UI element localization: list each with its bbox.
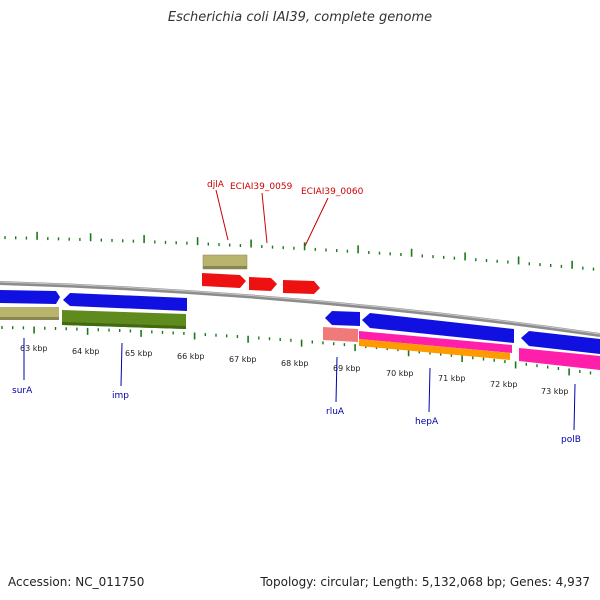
gene-blue-arrow-polB[interactable] [521, 331, 600, 354]
leader-line [573, 383, 576, 431]
scale-label: 66 kbp [177, 352, 205, 361]
scale-label: 69 kbp [333, 364, 361, 373]
top-tick-row [4, 231, 595, 271]
gene-label-ECIAI39_0059[interactable]: ECIAI39_0059 [230, 182, 293, 192]
scale-label: 65 kbp [125, 349, 153, 358]
accession-label: Accession: NC_011750 [8, 575, 145, 589]
leader-line [304, 197, 329, 247]
genome-backbone [0, 281, 600, 337]
bottom-gene-labels: surA imp rluA hepA polB [12, 338, 581, 445]
gene-label-surA[interactable]: surA [12, 386, 33, 396]
gene-red-arrow-2[interactable] [249, 277, 277, 291]
gene-blue-arrow-rluA[interactable] [325, 311, 360, 326]
gene-red-arrow-3[interactable] [283, 280, 320, 294]
gene-label-rluA[interactable]: rluA [326, 407, 345, 417]
gene-blue-arrow-left-2[interactable] [63, 293, 187, 311]
scale-label: 73 kbp [541, 387, 569, 396]
gene-blue-arrow-hepA[interactable] [362, 313, 514, 343]
gene-orange-bar[interactable] [359, 339, 510, 360]
scale-label: 67 kbp [229, 355, 257, 364]
gene-pink-bar[interactable] [359, 331, 512, 353]
genome-backbone-highlight [0, 281, 600, 335]
map-title: Escherichia coli IAI39, complete genome [167, 10, 433, 25]
gene-label-ECIAI39_0060[interactable]: ECIAI39_0060 [301, 187, 364, 197]
scale-label: 71 kbp [438, 374, 466, 383]
scale-labels: 63 kbp 64 kbp 65 kbp 66 kbp 67 kbp 68 kbp 69 k… [20, 344, 569, 396]
scale-label: 64 kbp [72, 347, 100, 356]
gene-khaki-bar-left[interactable] [0, 307, 59, 320]
gene-blue-arrow-left-1[interactable] [0, 290, 60, 304]
scale-label: 72 kbp [490, 380, 518, 389]
gene-label-polB[interactable]: polB [561, 435, 581, 445]
top-gene-labels: djlA ECIAI39_0059 ECIAI39_0060 [207, 180, 364, 247]
gene-salmon-bar[interactable] [323, 327, 358, 342]
topology-summary: Topology: circular; Length: 5,132,068 bp… [260, 575, 590, 589]
leader-line [261, 192, 268, 244]
gene-khaki-bar-left-shadow [0, 317, 59, 320]
leader-line [215, 189, 229, 241]
gene-label-djlA[interactable]: djlA [207, 180, 225, 190]
scale-label: 68 kbp [281, 359, 309, 368]
scale-label: 70 kbp [386, 369, 414, 378]
leader-line [335, 356, 338, 403]
gene-label-imp[interactable]: imp [112, 391, 129, 401]
gene-djlA-box[interactable] [202, 254, 248, 270]
gene-label-hepA[interactable]: hepA [415, 417, 439, 427]
gene-olive-bar-shadow [62, 322, 186, 329]
gene-pink-bar-right[interactable] [519, 348, 600, 370]
leader-line [120, 342, 123, 387]
leader-line [428, 367, 431, 413]
scale-label: 63 kbp [20, 344, 48, 353]
gene-red-arrow-1[interactable] [202, 273, 246, 288]
